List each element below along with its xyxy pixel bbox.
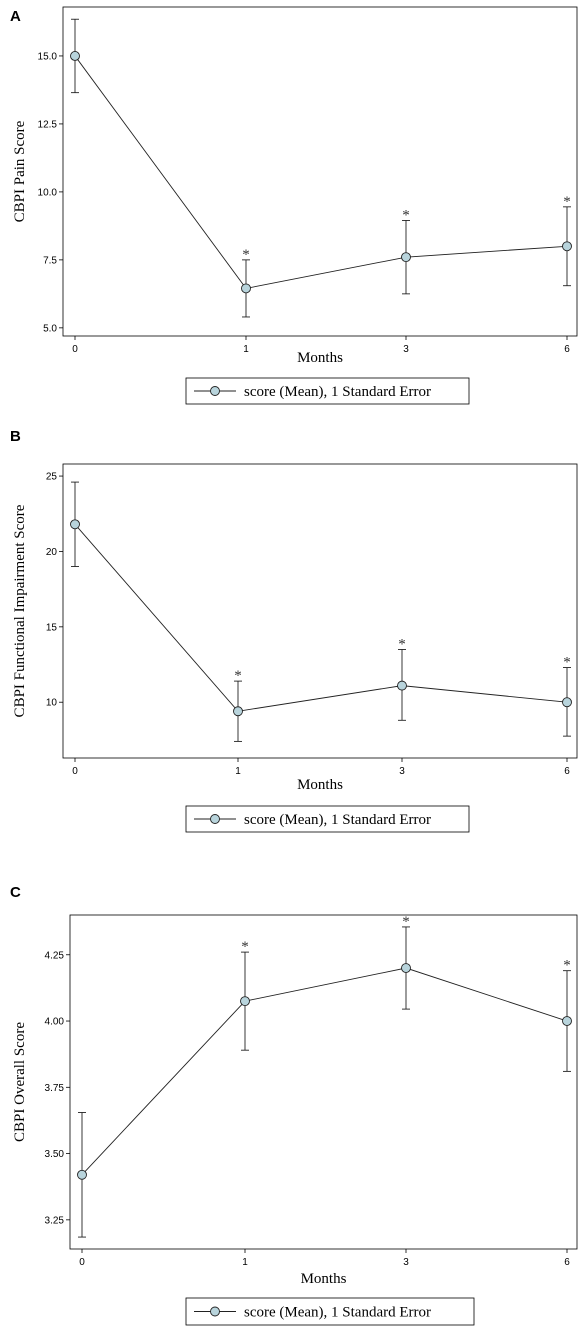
y-axis-title: CBPI Functional Impairment Score: [12, 504, 28, 717]
significance-star: *: [563, 958, 571, 974]
x-tick-label: 1: [243, 344, 249, 355]
data-point: [233, 706, 243, 717]
data-point: [562, 697, 572, 708]
significance-star: *: [563, 194, 571, 210]
panel-letter: C: [10, 884, 21, 901]
legend-marker: [210, 814, 220, 824]
y-tick-label: 15: [46, 622, 58, 633]
x-tick-label: 3: [403, 1257, 409, 1268]
y-tick-label: 4.25: [45, 950, 65, 961]
y-tick-label: 7.5: [43, 255, 57, 266]
significance-star: *: [402, 914, 410, 930]
x-tick-label: 0: [79, 1257, 85, 1268]
y-tick-label: 4.00: [45, 1017, 65, 1028]
panel-letter: B: [10, 428, 21, 445]
significance-star: *: [398, 636, 406, 652]
data-point: [397, 680, 407, 691]
x-axis-title: Months: [301, 1271, 347, 1287]
x-tick-label: 6: [564, 766, 570, 777]
legend-label: score (Mean), 1 Standard Error: [244, 812, 431, 828]
plot-frame: [62, 6, 578, 337]
data-point: [401, 252, 411, 263]
x-tick-label: 1: [235, 766, 241, 777]
plot-frame: [62, 463, 578, 759]
series-line: [81, 967, 568, 1176]
y-tick-label: 25: [46, 472, 58, 483]
data-point: [70, 519, 80, 530]
significance-star: *: [242, 247, 250, 263]
data-point: [77, 1169, 87, 1180]
x-axis-title: Months: [297, 777, 343, 793]
data-point: [562, 1016, 572, 1026]
x-axis-title: Months: [297, 350, 343, 366]
data-point: [241, 283, 251, 294]
data-point: [240, 996, 250, 1007]
x-tick-label: 6: [564, 344, 570, 355]
significance-star: *: [241, 939, 249, 955]
y-tick-label: 3.75: [45, 1083, 65, 1094]
data-point: [562, 241, 572, 252]
legend-label: score (Mean), 1 Standard Error: [244, 1305, 431, 1321]
x-tick-label: 0: [72, 766, 78, 777]
significance-star: *: [234, 668, 242, 684]
plot-frame: [69, 914, 578, 1250]
y-axis-title: CBPI Pain Score: [12, 120, 28, 222]
panel-letter: A: [10, 8, 21, 25]
x-tick-label: 3: [399, 766, 405, 777]
panel-b: B 10 15 20 25 0 1 3 6 Months CBPI Functional Impai…: [10, 428, 578, 833]
y-tick-label: 20: [46, 547, 58, 558]
panel-c: C 3.25 3.50 3.75 4.00 4.25 0 1 3 6 Months CBPI Over…: [10, 884, 578, 1326]
x-tick-label: 6: [564, 1257, 570, 1268]
data-point: [401, 963, 411, 973]
y-tick-label: 12.5: [38, 119, 58, 130]
data-point: [70, 50, 80, 61]
y-tick-label: 10: [46, 698, 58, 709]
x-tick-label: 0: [72, 344, 78, 355]
legend-marker: [210, 1306, 220, 1317]
x-tick-label: 3: [403, 344, 409, 355]
y-tick-label: 3.25: [45, 1215, 65, 1226]
y-tick-label: 5.0: [43, 323, 57, 334]
x-tick-label: 1: [242, 1257, 248, 1268]
y-tick-label: 10.0: [38, 187, 58, 198]
panel-a: A 5.0 7.5 10.0 12.5 15.0 0 1 3 6 Months CBPI Pain S…: [10, 6, 578, 405]
series-line: [74, 55, 568, 289]
series-line: [74, 524, 568, 712]
y-tick-label: 15.0: [38, 51, 58, 62]
legend-label: score (Mean), 1 Standard Error: [244, 384, 431, 400]
y-axis-title: CBPI Overall Score: [12, 1022, 28, 1142]
significance-star: *: [563, 655, 571, 671]
y-tick-label: 3.50: [45, 1149, 65, 1160]
legend-marker: [210, 386, 220, 396]
significance-star: *: [402, 207, 410, 223]
